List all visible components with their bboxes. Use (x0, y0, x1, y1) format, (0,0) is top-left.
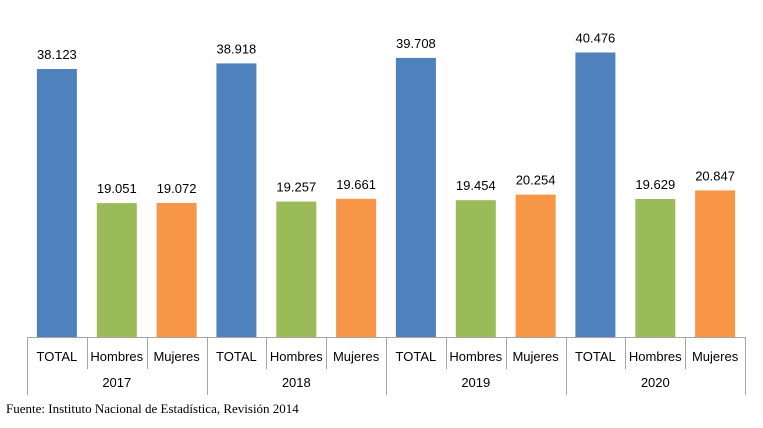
bar-hombres-2019 (455, 200, 496, 337)
category-tick-label: Hombres (629, 349, 682, 364)
bar-total-2018 (216, 63, 257, 338)
bar-hombres-2018 (276, 201, 317, 337)
bar-mujeres-2018 (336, 198, 377, 337)
data-label: 19.051 (97, 181, 137, 196)
category-tick-label: Mujeres (153, 349, 200, 364)
category-tick-label: Hombres (90, 349, 143, 364)
category-tick-label: Mujeres (333, 349, 380, 364)
source-note: Fuente: Instituto Nacional de Estadístic… (6, 401, 299, 416)
bar-mujeres-2017 (156, 202, 197, 337)
category-tick-label: Hombres (270, 349, 323, 364)
bar-hombres-2020 (635, 199, 676, 337)
category-tick-label: TOTAL (37, 349, 78, 364)
bar-hombres-2017 (96, 203, 137, 337)
year-group-label: 2019 (461, 375, 490, 390)
year-group-label: 2018 (282, 375, 311, 390)
data-label: 19.257 (276, 180, 316, 195)
bar-total-2019 (395, 57, 436, 338)
data-label: 40.476 (576, 31, 616, 46)
category-tick-label: Mujeres (512, 349, 559, 364)
data-label: 19.072 (157, 181, 197, 196)
data-label: 38.123 (37, 47, 77, 62)
category-tick-label: Hombres (449, 349, 502, 364)
data-label: 39.708 (396, 36, 436, 51)
data-label: 38.918 (217, 41, 257, 56)
bar-mujeres-2019 (515, 194, 556, 337)
category-tick-label: TOTAL (575, 349, 616, 364)
data-label: 19.454 (456, 178, 496, 193)
year-group-label: 2020 (641, 375, 670, 390)
bar-total-2020 (575, 52, 616, 337)
bar-total-2017 (36, 69, 77, 337)
bar-mujeres-2020 (695, 190, 736, 337)
data-label: 19.629 (635, 177, 675, 192)
data-label: 19.661 (336, 177, 376, 192)
year-group-label: 2017 (102, 375, 131, 390)
category-tick-label: Mujeres (692, 349, 739, 364)
bar-chart: 38.123 TOTAL 19.051 Hombres 19.072 Mujeres 201… (27, 31, 746, 395)
data-label: 20.254 (516, 173, 556, 188)
category-tick-label: TOTAL (396, 349, 437, 364)
data-label: 20.847 (695, 168, 735, 183)
category-tick-label: TOTAL (216, 349, 257, 364)
